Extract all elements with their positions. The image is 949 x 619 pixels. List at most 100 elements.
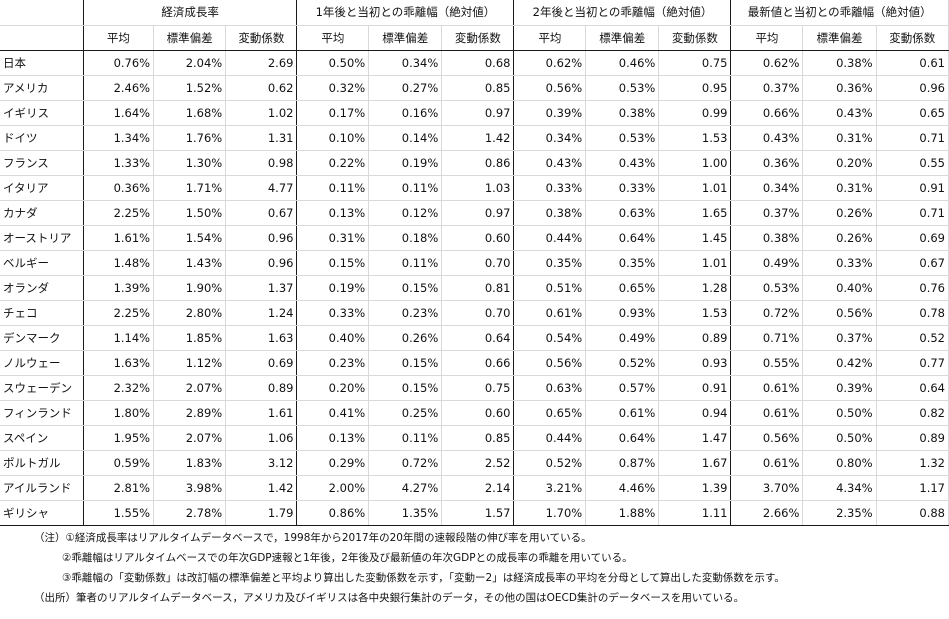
value-cell[interactable]: 1.95% bbox=[83, 425, 155, 451]
value-cell[interactable]: 1.52% bbox=[153, 75, 227, 101]
value-cell[interactable]: 0.70 bbox=[441, 300, 515, 326]
corner-cell[interactable] bbox=[0, 25, 84, 51]
value-cell[interactable]: 1.42 bbox=[225, 475, 298, 501]
value-cell[interactable]: 0.11% bbox=[368, 250, 443, 276]
country-cell[interactable]: カナダ bbox=[0, 200, 84, 226]
value-cell[interactable]: 0.33% bbox=[802, 250, 877, 276]
value-cell[interactable]: 1.01 bbox=[658, 250, 732, 276]
country-cell[interactable]: イタリア bbox=[0, 175, 84, 201]
value-cell[interactable]: 0.19% bbox=[296, 275, 370, 301]
value-cell[interactable]: 1.64% bbox=[83, 100, 155, 126]
value-cell[interactable]: 0.81 bbox=[441, 275, 515, 301]
value-cell[interactable]: 0.10% bbox=[296, 125, 370, 151]
value-cell[interactable]: 0.33% bbox=[513, 175, 587, 201]
country-cell[interactable]: チェコ bbox=[0, 300, 84, 326]
value-cell[interactable]: 1.01 bbox=[658, 175, 732, 201]
value-cell[interactable]: 1.31 bbox=[225, 125, 298, 151]
country-cell[interactable]: ポルトガル bbox=[0, 450, 84, 476]
value-cell[interactable]: 4.34% bbox=[802, 475, 877, 501]
group-header[interactable]: 2年後と当初との乖離幅（絶対値） bbox=[513, 0, 732, 26]
value-cell[interactable]: 1.39% bbox=[83, 275, 155, 301]
value-cell[interactable]: 0.64% bbox=[585, 225, 660, 251]
value-cell[interactable]: 0.43% bbox=[802, 100, 877, 126]
value-cell[interactable]: 0.34% bbox=[513, 125, 587, 151]
value-cell[interactable]: 1.80% bbox=[83, 400, 155, 426]
value-cell[interactable]: 0.75 bbox=[441, 375, 515, 401]
value-cell[interactable]: 0.91 bbox=[658, 375, 732, 401]
country-cell[interactable]: ノルウェー bbox=[0, 350, 84, 376]
value-cell[interactable]: 0.61% bbox=[730, 450, 804, 476]
value-cell[interactable]: 0.53% bbox=[585, 75, 660, 101]
country-cell[interactable]: イギリス bbox=[0, 100, 84, 126]
value-cell[interactable]: 0.66 bbox=[441, 350, 515, 376]
value-cell[interactable]: 2.32% bbox=[83, 375, 155, 401]
value-cell[interactable]: 0.53% bbox=[730, 275, 804, 301]
value-cell[interactable]: 0.76% bbox=[83, 50, 155, 76]
value-cell[interactable]: 1.39 bbox=[658, 475, 732, 501]
group-header[interactable]: 最新値と当初との乖離幅（絶対値） bbox=[730, 0, 949, 26]
value-cell[interactable]: 2.46% bbox=[83, 75, 155, 101]
value-cell[interactable]: 1.57 bbox=[441, 500, 515, 526]
value-cell[interactable]: 0.18% bbox=[368, 225, 443, 251]
value-cell[interactable]: 0.12% bbox=[368, 200, 443, 226]
value-cell[interactable]: 0.97 bbox=[441, 100, 515, 126]
value-cell[interactable]: 0.39% bbox=[513, 100, 587, 126]
value-cell[interactable]: 0.56% bbox=[513, 350, 587, 376]
value-cell[interactable]: 1.67 bbox=[658, 450, 732, 476]
value-cell[interactable]: 0.43% bbox=[513, 150, 587, 176]
value-cell[interactable]: 3.21% bbox=[513, 475, 587, 501]
value-cell[interactable]: 0.72% bbox=[368, 450, 443, 476]
value-cell[interactable]: 0.87% bbox=[585, 450, 660, 476]
value-cell[interactable]: 1.48% bbox=[83, 250, 155, 276]
value-cell[interactable]: 0.62 bbox=[225, 75, 298, 101]
value-cell[interactable]: 1.54% bbox=[153, 225, 227, 251]
value-cell[interactable]: 0.36% bbox=[83, 175, 155, 201]
country-cell[interactable]: 日本 bbox=[0, 50, 84, 76]
value-cell[interactable]: 0.23% bbox=[368, 300, 443, 326]
value-cell[interactable]: 1.33% bbox=[83, 150, 155, 176]
value-cell[interactable]: 1.53 bbox=[658, 125, 732, 151]
value-cell[interactable]: 1.45 bbox=[658, 225, 732, 251]
value-cell[interactable]: 0.72% bbox=[730, 300, 804, 326]
country-cell[interactable]: フランス bbox=[0, 150, 84, 176]
value-cell[interactable]: 0.56% bbox=[802, 300, 877, 326]
value-cell[interactable]: 1.00 bbox=[658, 150, 732, 176]
value-cell[interactable]: 0.39% bbox=[802, 375, 877, 401]
value-cell[interactable]: 1.53 bbox=[658, 300, 732, 326]
value-cell[interactable]: 0.69 bbox=[225, 350, 298, 376]
value-cell[interactable]: 0.63% bbox=[585, 200, 660, 226]
value-cell[interactable]: 0.43% bbox=[585, 150, 660, 176]
value-cell[interactable]: 0.89 bbox=[658, 325, 732, 351]
value-cell[interactable]: 1.06 bbox=[225, 425, 298, 451]
column-header[interactable]: 変動係数 bbox=[658, 25, 732, 51]
value-cell[interactable]: 0.50% bbox=[296, 50, 370, 76]
country-cell[interactable]: ベルギー bbox=[0, 250, 84, 276]
value-cell[interactable]: 0.57% bbox=[585, 375, 660, 401]
value-cell[interactable]: 0.37% bbox=[730, 75, 804, 101]
value-cell[interactable]: 0.64% bbox=[585, 425, 660, 451]
value-cell[interactable]: 0.14% bbox=[368, 125, 443, 151]
value-cell[interactable]: 0.32% bbox=[296, 75, 370, 101]
country-cell[interactable]: アメリカ bbox=[0, 75, 84, 101]
value-cell[interactable]: 0.89 bbox=[876, 425, 949, 451]
value-cell[interactable]: 0.64 bbox=[441, 325, 515, 351]
value-cell[interactable]: 0.64 bbox=[876, 375, 949, 401]
value-cell[interactable]: 2.66% bbox=[730, 500, 804, 526]
value-cell[interactable]: 2.52 bbox=[441, 450, 515, 476]
value-cell[interactable]: 0.19% bbox=[368, 150, 443, 176]
value-cell[interactable]: 2.89% bbox=[153, 400, 227, 426]
value-cell[interactable]: 0.61% bbox=[585, 400, 660, 426]
value-cell[interactable]: 0.75 bbox=[658, 50, 732, 76]
value-cell[interactable]: 0.44% bbox=[513, 425, 587, 451]
value-cell[interactable]: 1.11 bbox=[658, 500, 732, 526]
value-cell[interactable]: 0.98 bbox=[225, 150, 298, 176]
column-header[interactable]: 標準偏差 bbox=[585, 25, 660, 51]
value-cell[interactable]: 0.82 bbox=[876, 400, 949, 426]
value-cell[interactable]: 0.80% bbox=[802, 450, 877, 476]
value-cell[interactable]: 0.62% bbox=[513, 50, 587, 76]
value-cell[interactable]: 0.91 bbox=[876, 175, 949, 201]
country-cell[interactable]: デンマーク bbox=[0, 325, 84, 351]
value-cell[interactable]: 2.07% bbox=[153, 375, 227, 401]
value-cell[interactable]: 0.52% bbox=[513, 450, 587, 476]
country-cell[interactable]: フィンランド bbox=[0, 400, 84, 426]
